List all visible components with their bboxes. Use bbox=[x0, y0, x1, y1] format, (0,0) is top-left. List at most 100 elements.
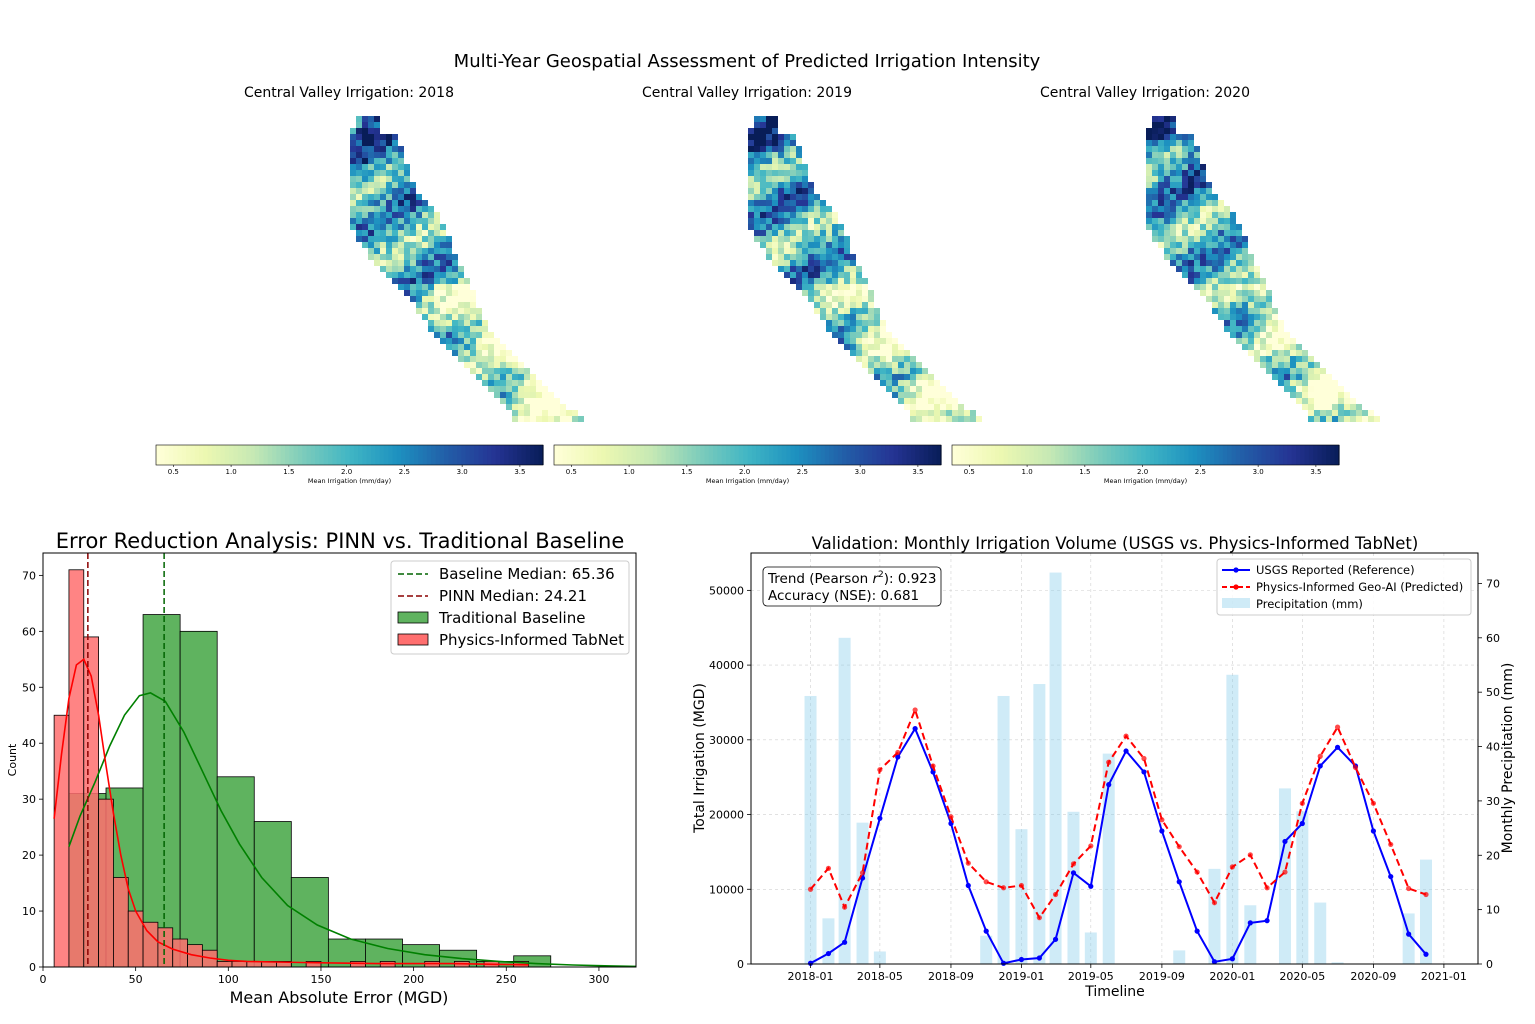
map-cell bbox=[404, 248, 410, 254]
map-cell bbox=[404, 200, 410, 206]
map-cell bbox=[464, 338, 470, 344]
map-cell bbox=[892, 392, 898, 398]
map-cell bbox=[374, 248, 380, 254]
map-cell bbox=[1266, 320, 1272, 326]
map-cell bbox=[500, 398, 506, 404]
map-cell bbox=[1170, 236, 1176, 242]
map-cell bbox=[1230, 224, 1236, 230]
map-cell bbox=[766, 116, 772, 122]
map-cell bbox=[1308, 380, 1314, 386]
map-cell bbox=[922, 374, 928, 380]
map-cell bbox=[458, 284, 464, 290]
map-cell bbox=[1236, 242, 1242, 248]
map-cell bbox=[832, 320, 838, 326]
map-cell bbox=[1170, 116, 1176, 122]
map-cell bbox=[548, 416, 554, 422]
colorbar-tick-label: 1.0 bbox=[226, 468, 237, 476]
predicted-point bbox=[930, 763, 936, 769]
map-cell bbox=[856, 284, 862, 290]
map-cell bbox=[784, 134, 790, 140]
map-cell bbox=[820, 314, 826, 320]
map-cell bbox=[814, 194, 820, 200]
map-cell bbox=[934, 416, 940, 422]
map-cell bbox=[422, 248, 428, 254]
map-cell bbox=[772, 182, 778, 188]
map-cell bbox=[910, 356, 916, 362]
y2-tick-label: 20 bbox=[1486, 849, 1500, 862]
colorbar-segment bbox=[627, 445, 632, 465]
map-cell bbox=[1218, 200, 1224, 206]
colorbar-tick-label: 0.5 bbox=[168, 468, 179, 476]
map-cell bbox=[428, 248, 434, 254]
map-cell bbox=[1224, 308, 1230, 314]
map-cell bbox=[844, 308, 850, 314]
map-cell bbox=[1218, 224, 1224, 230]
usgs-point bbox=[1123, 748, 1129, 754]
map-cell bbox=[814, 308, 820, 314]
map-cell bbox=[1272, 332, 1278, 338]
map-cell bbox=[404, 206, 410, 212]
colorbar-segment bbox=[237, 445, 243, 465]
legend-baseline-patch bbox=[397, 611, 429, 624]
map-cell bbox=[784, 158, 790, 164]
map-cell bbox=[778, 140, 784, 146]
map-cell bbox=[1206, 296, 1212, 302]
map-cell bbox=[766, 128, 772, 134]
colorbar-segment bbox=[1016, 445, 1022, 465]
map-cell bbox=[452, 272, 458, 278]
map-cell bbox=[1218, 296, 1224, 302]
map-cell bbox=[820, 278, 826, 284]
map-cell bbox=[910, 386, 916, 392]
colorbar-segment bbox=[850, 445, 856, 465]
map-cell bbox=[1176, 158, 1182, 164]
map-cell bbox=[1176, 134, 1182, 140]
map-cell bbox=[470, 326, 476, 332]
map-cell bbox=[886, 338, 892, 344]
colorbar-segment bbox=[383, 445, 389, 465]
map-cell bbox=[790, 278, 796, 284]
map-cell bbox=[1158, 200, 1164, 206]
map-cell bbox=[790, 176, 796, 182]
map-cell bbox=[1278, 320, 1284, 326]
map-cell bbox=[410, 182, 416, 188]
colorbar-segment bbox=[1055, 445, 1061, 465]
map-cell bbox=[844, 260, 850, 266]
map-cell bbox=[1242, 260, 1248, 266]
colorbar-segment bbox=[876, 445, 882, 465]
map-cell bbox=[1224, 284, 1230, 290]
colorbar-segment bbox=[1050, 445, 1056, 465]
map-cell bbox=[886, 332, 892, 338]
map-cell bbox=[482, 344, 488, 350]
map-cell bbox=[434, 260, 440, 266]
map-cell bbox=[1218, 308, 1224, 314]
map-cell bbox=[500, 374, 506, 380]
map-cell bbox=[350, 152, 356, 158]
map-cell bbox=[1158, 128, 1164, 134]
map-cell bbox=[832, 224, 838, 230]
map-cell bbox=[1194, 176, 1200, 182]
map-cell bbox=[784, 176, 790, 182]
map-cell bbox=[880, 332, 886, 338]
map-cell bbox=[1146, 212, 1152, 218]
colorbar-segment bbox=[207, 445, 213, 465]
map-cell bbox=[766, 200, 772, 206]
colorbar-segment bbox=[1003, 445, 1009, 465]
map-cell bbox=[862, 302, 868, 308]
map-cell bbox=[1242, 326, 1248, 332]
map-cell bbox=[374, 224, 380, 230]
map-cell bbox=[790, 200, 796, 206]
map-cell bbox=[856, 308, 862, 314]
map-cell bbox=[1152, 182, 1158, 188]
map-cell bbox=[488, 368, 494, 374]
map-cell bbox=[482, 338, 488, 344]
map-cell bbox=[560, 416, 566, 422]
colorbar-segment bbox=[1274, 445, 1280, 465]
map-cell bbox=[1182, 230, 1188, 236]
map-cell bbox=[802, 218, 808, 224]
map-cell bbox=[868, 332, 874, 338]
precipitation-bar bbox=[1314, 902, 1327, 964]
map-cell bbox=[1278, 344, 1284, 350]
colorbar-segment bbox=[478, 445, 484, 465]
map-cell bbox=[416, 296, 422, 302]
map-cell bbox=[1158, 134, 1164, 140]
